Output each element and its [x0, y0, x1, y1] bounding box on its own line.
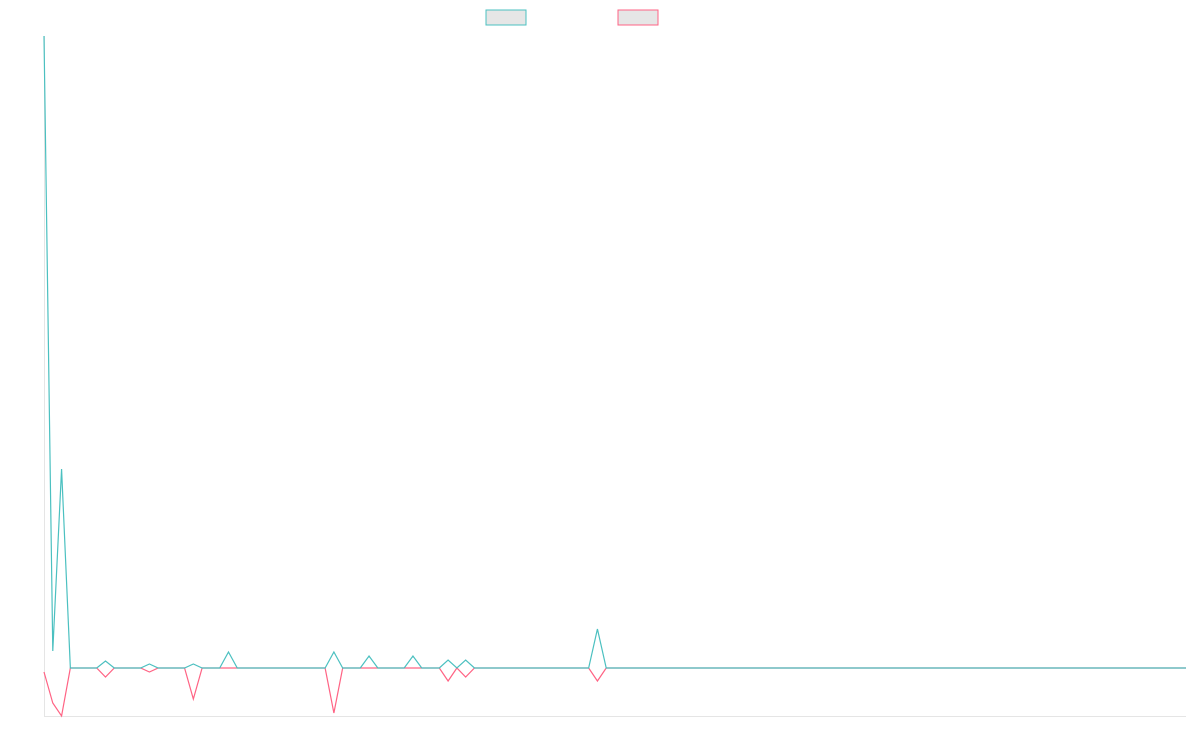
legend-swatch: [485, 9, 527, 26]
data-line: [43, 35, 1186, 669]
legend-swatch: [617, 9, 659, 26]
data-line: [43, 667, 1186, 718]
